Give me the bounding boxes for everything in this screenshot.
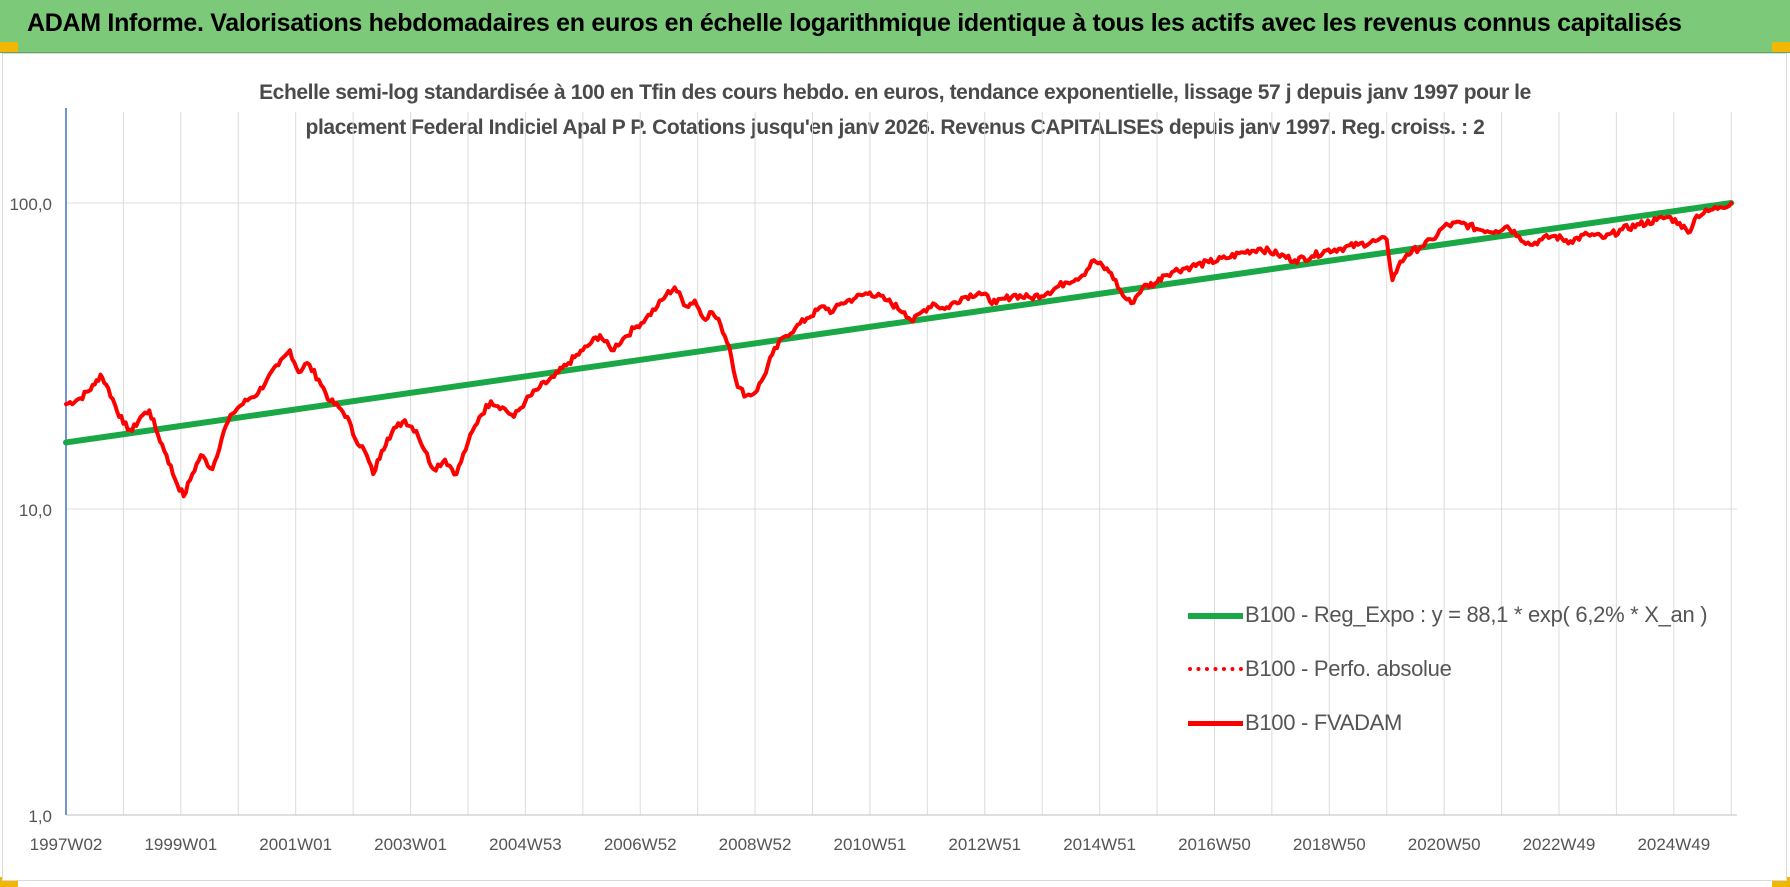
x-tick-label: 2010W51 — [834, 835, 907, 854]
series-line-fvadam — [64, 201, 1734, 499]
x-tick-label: 2003W01 — [374, 835, 447, 854]
x-tick-label: 2006W52 — [604, 835, 677, 854]
x-tick-label: 2008W52 — [719, 835, 792, 854]
x-tick-label: 2014W51 — [1063, 835, 1136, 854]
chart-frame — [2, 53, 1787, 881]
x-tick-label: 2004W53 — [489, 835, 562, 854]
legend-swatch-trend — [1188, 604, 1243, 626]
legend-label-trend: B100 - Reg_Expo : y = 88,1 * exp( 6,2% *… — [1245, 602, 1708, 627]
legend-swatch-absolute — [1188, 658, 1243, 680]
chart-subtitle: Echelle semi-log standardisée à 100 en T… — [150, 75, 1640, 145]
x-tick-label: 2022W49 — [1523, 835, 1596, 854]
legend-item-absolute: B100 - Perfo. absolue — [1188, 642, 1708, 696]
chart-legend: B100 - Reg_Expo : y = 88,1 * exp( 6,2% *… — [1188, 588, 1708, 750]
y-tick-label: 1,0 — [28, 807, 52, 826]
corner-accent-bottom-left — [0, 877, 18, 887]
header-bar: ADAM Informe. Valorisations hebdomadaire… — [0, 0, 1790, 53]
chart-subtitle-line-2: placement Federal Indiciel Apal P P. Cot… — [305, 116, 1485, 139]
y-tick-label: 10,0 — [19, 501, 52, 520]
x-tick-label: 2001W01 — [259, 835, 332, 854]
series-layer — [63, 200, 1735, 499]
corner-accent-bottom-right — [1772, 877, 1790, 887]
corner-accent-top-left — [0, 42, 18, 52]
x-tick-label: 2016W50 — [1178, 835, 1251, 854]
y-tick-label: 100,0 — [9, 195, 52, 214]
x-tick-label: 2012W51 — [948, 835, 1021, 854]
x-tick-label: 1997W02 — [30, 835, 103, 854]
legend-label-fvadam: B100 - FVADAM — [1245, 710, 1403, 735]
corner-accent-top-right — [1772, 42, 1790, 52]
legend-item-trend: B100 - Reg_Expo : y = 88,1 * exp( 6,2% *… — [1188, 588, 1708, 642]
legend-label-absolute: B100 - Perfo. absolue — [1245, 656, 1452, 681]
chart-subtitle-line-1: Echelle semi-log standardisée à 100 en T… — [259, 81, 1531, 104]
tick-layer: 1,0 10,0 100,0 1997W02 1999W01 2001W01 2003W01… — [9, 195, 1710, 854]
legend-swatch-fvadam — [1188, 712, 1243, 734]
x-tick-label: 2024W49 — [1637, 835, 1710, 854]
page-title: ADAM Informe. Valorisations hebdomadaire… — [27, 9, 1682, 37]
x-tick-label: 2018W50 — [1293, 835, 1366, 854]
x-tick-label: 2020W50 — [1408, 835, 1481, 854]
axis-layer — [65, 108, 1737, 816]
x-tick-label: 1999W01 — [144, 835, 217, 854]
legend-item-fvadam: B100 - FVADAM — [1188, 696, 1708, 750]
series-line-trend — [63, 200, 1735, 446]
